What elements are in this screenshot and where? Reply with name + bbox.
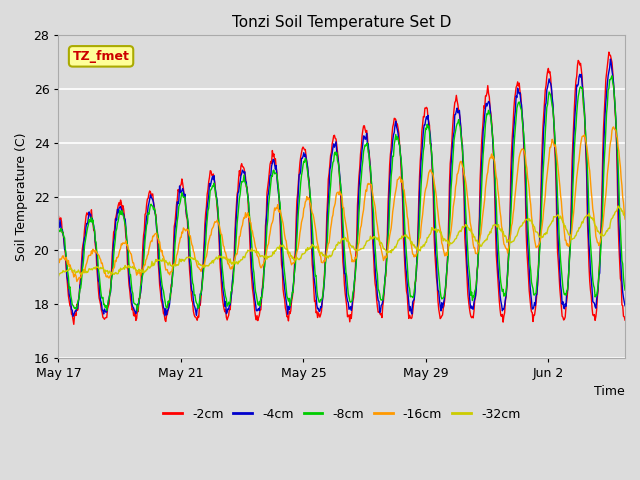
- Legend: -2cm, -4cm, -8cm, -16cm, -32cm: -2cm, -4cm, -8cm, -16cm, -32cm: [158, 403, 525, 426]
- Text: TZ_fmet: TZ_fmet: [72, 50, 129, 63]
- X-axis label: Time: Time: [595, 385, 625, 398]
- Title: Tonzi Soil Temperature Set D: Tonzi Soil Temperature Set D: [232, 15, 451, 30]
- Y-axis label: Soil Temperature (C): Soil Temperature (C): [15, 132, 28, 261]
